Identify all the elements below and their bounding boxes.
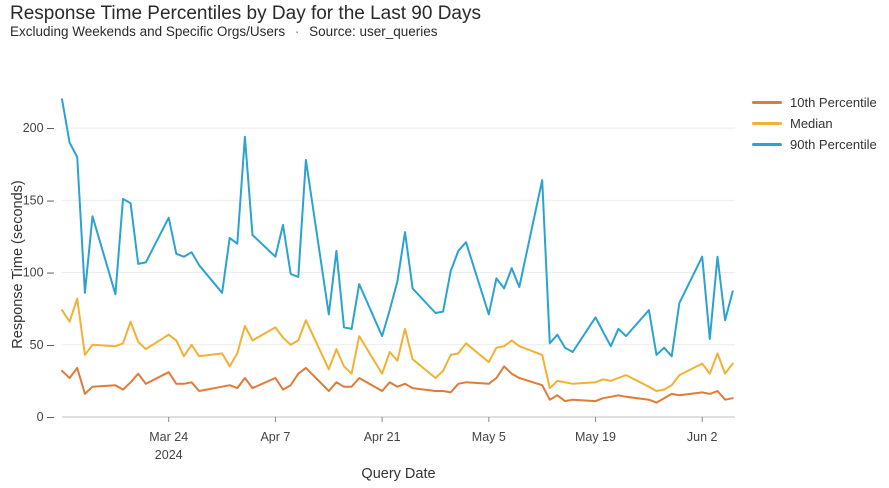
y-axis-ticks: 0 – 50 – 100 – 150 – 200 – (23, 121, 54, 424)
legend-item-90th-percentile[interactable]: 90th Percentile (752, 134, 877, 155)
chart-legend[interactable]: 10th Percentile Median 90th Percentile (752, 92, 877, 155)
x-tick-label: Jun 2 (687, 430, 718, 444)
legend-swatch (752, 122, 782, 125)
gridlines (62, 127, 735, 418)
series-line-10th-percentile[interactable] (61, 365, 734, 404)
chart-title: Response Time Percentiles by Day for the… (10, 3, 482, 24)
y-tick-label: 100 – (23, 266, 54, 280)
x-tick-sublabel: 2024 (155, 448, 183, 462)
legend-label: 90th Percentile (790, 137, 877, 152)
legend-swatch (752, 143, 782, 146)
legend-item-10th-percentile[interactable]: 10th Percentile (752, 92, 877, 113)
subtitle-text: Excluding Weekends and Specific Orgs/Use… (10, 24, 286, 39)
x-tick-label: Mar 24 (149, 430, 188, 444)
legend-swatch (752, 101, 782, 104)
x-tick-label: Apr 21 (364, 430, 401, 444)
x-tick-label: May 19 (575, 430, 616, 444)
legend-label: Median (790, 116, 833, 131)
chart-subtitle: Excluding Weekends and Specific Orgs/Use… (10, 24, 438, 39)
x-tick-label: May 5 (472, 430, 506, 444)
x-axis-ticks: Mar 24 2024 Apr 7 Apr 21 May 5 May 19 Jun 2 (149, 417, 718, 462)
x-axis-title: Query Date (361, 466, 435, 482)
series-line-90th-percentile[interactable] (61, 98, 734, 358)
y-tick-label: 0 – (37, 410, 54, 424)
x-tick-label: Apr 7 (260, 430, 290, 444)
y-tick-label: 150 – (23, 193, 54, 207)
legend-item-median[interactable]: Median (752, 113, 877, 134)
y-tick-label: 50 – (30, 338, 54, 352)
series-lines (61, 98, 734, 404)
y-tick-label: 200 – (23, 121, 54, 135)
y-axis-title: Response Time (seconds) (10, 180, 26, 348)
subtitle-separator: · (294, 24, 300, 39)
legend-label: 10th Percentile (790, 95, 877, 110)
series-line-median[interactable] (61, 297, 734, 392)
source-text: Source: user_queries (309, 24, 438, 39)
